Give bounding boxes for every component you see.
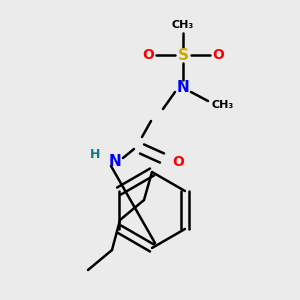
- Text: O: O: [172, 155, 184, 169]
- Text: CH₃: CH₃: [212, 100, 234, 110]
- Text: H: H: [90, 148, 100, 161]
- Text: N: N: [109, 154, 122, 169]
- Text: O: O: [142, 48, 154, 62]
- Text: N: N: [177, 80, 189, 95]
- Text: CH₃: CH₃: [172, 20, 194, 30]
- Text: S: S: [178, 47, 188, 62]
- Text: O: O: [212, 48, 224, 62]
